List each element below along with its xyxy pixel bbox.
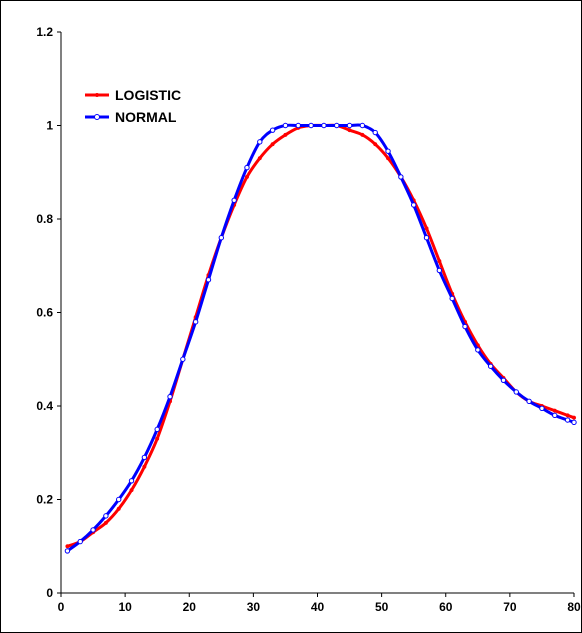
y-tick-label: 0.6 [36,306,53,320]
data-point-normal [219,236,223,240]
data-point-normal [514,390,518,394]
data-point-normal [168,394,172,398]
data-point-normal [450,296,454,300]
data-point-normal [245,165,249,169]
legend-item-normal: NORMAL [85,109,177,125]
data-point-normal [572,420,576,424]
data-point-normal [411,203,415,207]
data-point-logistic [117,507,121,511]
data-point-normal [424,236,428,240]
series-line-normal [67,125,574,551]
data-point-normal [553,413,557,417]
data-point-normal [360,123,364,127]
data-point-normal [540,406,544,410]
x-tick-label: 80 [567,600,581,614]
data-point-normal [283,123,287,127]
data-point-logistic [438,259,442,263]
data-point-logistic [348,128,352,132]
data-point-normal [270,128,274,132]
y-tick-label: 0.8 [36,212,53,226]
data-point-logistic [271,142,275,146]
data-point-logistic [104,521,108,525]
data-point-normal [476,348,480,352]
data-point-logistic [130,488,134,492]
data-point-normal [463,324,467,328]
series-normal [65,123,576,553]
series-line-logistic [67,125,574,546]
data-point-normal [309,123,313,127]
data-point-normal [155,427,159,431]
data-point-normal [65,549,69,553]
data-point-normal [117,497,121,501]
y-tick-label: 0.4 [36,399,53,413]
data-point-logistic [284,133,288,137]
data-point-logistic [258,156,262,160]
data-point-normal [386,149,390,153]
y-tick-label: 0.2 [36,493,53,507]
y-tick-label: 1 [46,119,53,133]
x-tick-label: 40 [311,600,325,614]
data-point-normal [565,418,569,422]
data-point-normal [437,268,441,272]
data-point-normal [399,175,403,179]
data-point-normal [373,130,377,134]
data-point-logistic [143,465,147,469]
x-tick-label: 10 [118,600,132,614]
legend-marker [95,93,99,97]
data-point-normal [347,123,351,127]
data-point-normal [142,455,146,459]
data-point-normal [232,198,236,202]
legend-label: LOGISTIC [115,87,181,103]
data-point-logistic [373,142,377,146]
data-point-logistic [425,227,429,231]
data-point-normal [501,378,505,382]
x-tick-label: 20 [183,600,197,614]
legend-marker [95,115,100,120]
data-point-normal [78,539,82,543]
series-logistic [66,124,576,548]
data-point-normal [193,320,197,324]
data-point-logistic [566,414,570,418]
x-tick-label: 50 [375,600,389,614]
data-point-logistic [155,437,159,441]
legend-item-logistic: LOGISTIC [85,87,181,103]
data-point-normal [181,357,185,361]
y-tick-label: 0 [46,586,53,600]
x-tick-label: 60 [439,600,453,614]
data-point-normal [91,528,95,532]
data-point-logistic [553,409,557,413]
data-point-logistic [245,175,249,179]
data-point-normal [206,278,210,282]
legend-label: NORMAL [115,109,177,125]
data-point-normal [527,399,531,403]
legend: LOGISTIC NORMAL [85,87,181,125]
data-point-normal [335,123,339,127]
data-point-normal [296,123,300,127]
x-tick-label: 30 [247,600,261,614]
series-lines [65,123,576,553]
x-tick-label: 0 [58,600,65,614]
data-point-normal [322,123,326,127]
data-point-logistic [361,133,365,137]
data-point-logistic [386,156,390,160]
data-point-normal [488,364,492,368]
data-point-logistic [572,416,576,420]
y-tick-label: 1.2 [36,25,53,39]
x-tick-label: 70 [503,600,517,614]
data-point-logistic [66,544,70,548]
data-point-normal [258,140,262,144]
data-point-normal [129,479,133,483]
data-point-normal [104,514,108,518]
